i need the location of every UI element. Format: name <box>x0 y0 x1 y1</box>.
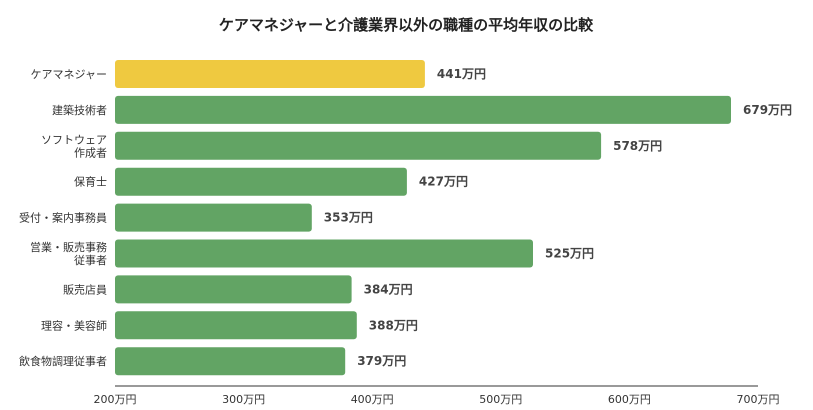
bar-7 <box>115 311 357 340</box>
x-tick-label-5: 700万円 <box>737 393 780 406</box>
bar-0 <box>115 60 425 88</box>
category-label-line: ソフトウェア <box>41 133 107 146</box>
bar-value-label-8: 379万円 <box>357 354 406 368</box>
category-label-line: 理容・美容師 <box>41 318 107 332</box>
bar-8 <box>115 347 346 376</box>
bar-value-label-2: 578万円 <box>613 139 662 153</box>
bar-1 <box>115 95 731 124</box>
bars-group <box>115 60 731 376</box>
category-label-line: 受付・案内事務員 <box>19 211 107 225</box>
bar-value-label-7: 388万円 <box>369 318 418 332</box>
bar-3 <box>115 167 407 196</box>
category-label-line: 販売店員 <box>63 282 107 296</box>
bar-4 <box>115 203 312 232</box>
category-label-line: 保育士 <box>74 175 107 189</box>
x-tick-label-0: 200万円 <box>94 393 137 406</box>
category-label-4: 受付・案内事務員 <box>19 211 107 225</box>
category-label-1: 建築技術者 <box>52 103 107 117</box>
bar-5 <box>115 239 533 268</box>
bar-value-label-4: 353万円 <box>324 211 373 225</box>
bar-value-label-6: 384万円 <box>364 282 413 296</box>
category-labels: ケアマネジャー建築技術者ソフトウェア作成者保育士受付・案内事務員営業・販売事務従… <box>19 68 107 368</box>
bar-6 <box>115 275 352 304</box>
category-label-8: 飲食物調理従事者 <box>19 354 107 368</box>
category-label-line: 飲食物調理従事者 <box>19 354 107 368</box>
value-labels: 441万円 679万円 578万円 427万円 353万円 525万円 384万円 388万円… <box>324 67 792 368</box>
category-label-7: 理容・美容師 <box>41 318 107 332</box>
x-tick-label-1: 300万円 <box>222 393 265 406</box>
category-label-line: 従事者 <box>74 254 107 267</box>
category-label-line: ケアマネジャー <box>31 68 107 81</box>
category-label-0: ケアマネジャー <box>31 68 107 81</box>
category-label-line: 建築技術者 <box>52 103 107 117</box>
category-label-3: 保育士 <box>74 175 107 189</box>
x-tick-label-2: 400万円 <box>351 393 394 406</box>
category-label-line: 作成者 <box>74 146 107 159</box>
category-label-line: 営業・販売事務 <box>30 240 107 254</box>
category-label-2: ソフトウェア作成者 <box>41 133 107 159</box>
x-tick-labels: 200万円 300万円 400万円 500万円 600万円 700万円 <box>94 393 780 406</box>
bar-value-label-5: 525万円 <box>545 247 594 261</box>
x-tick-label-3: 500万円 <box>479 393 522 406</box>
x-tick-label-4: 600万円 <box>608 393 651 406</box>
bar-value-label-0: 441万円 <box>437 67 486 81</box>
category-label-6: 販売店員 <box>63 282 107 296</box>
chart-title: ケアマネジャーと介護業界以外の職種の平均年収の比較 <box>219 16 594 34</box>
bar-value-label-1: 679万円 <box>743 103 792 117</box>
category-label-5: 営業・販売事務従事者 <box>30 240 107 267</box>
bar-2 <box>115 131 602 160</box>
bar-value-label-3: 427万円 <box>419 175 468 189</box>
